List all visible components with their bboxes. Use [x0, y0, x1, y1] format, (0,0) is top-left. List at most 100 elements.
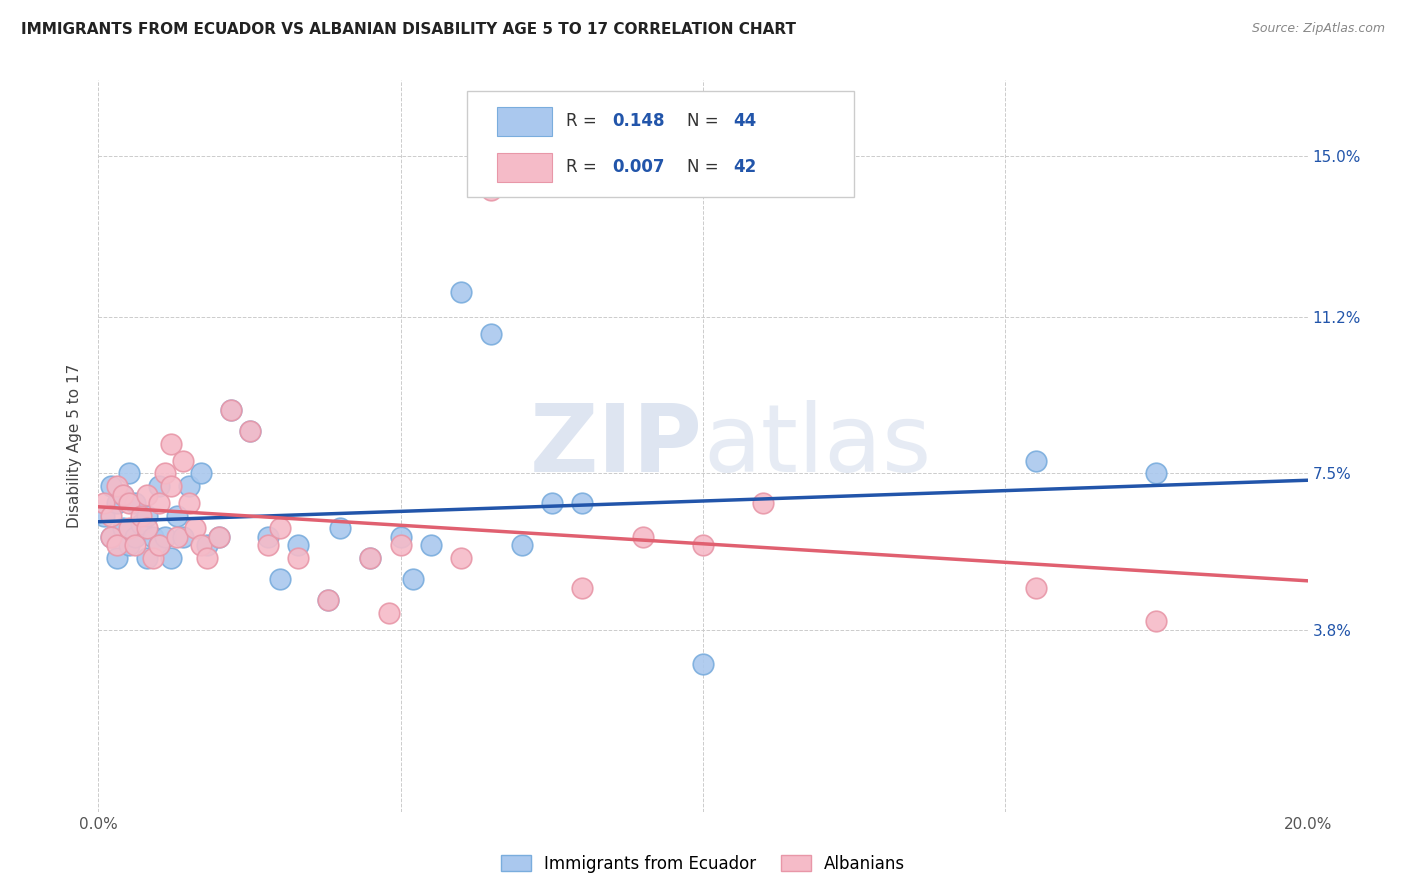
Point — [105, 551, 128, 566]
Point — [184, 521, 207, 535]
Point — [316, 593, 339, 607]
Point — [1024, 581, 1046, 595]
Text: ZIP: ZIP — [530, 400, 703, 492]
Point — [269, 572, 291, 586]
Point — [329, 521, 352, 535]
Point — [1024, 454, 1046, 468]
Point — [111, 488, 134, 502]
Point — [195, 551, 218, 566]
Point — [135, 551, 157, 566]
Point — [316, 593, 339, 607]
Point — [239, 424, 262, 438]
Point — [135, 488, 157, 502]
Point — [153, 530, 176, 544]
Point — [540, 496, 562, 510]
Point — [100, 479, 122, 493]
Point — [160, 479, 183, 493]
Point — [571, 496, 593, 510]
FancyBboxPatch shape — [467, 91, 855, 197]
Text: R =: R = — [567, 158, 602, 176]
Point — [752, 496, 775, 510]
Point — [111, 488, 134, 502]
Point — [148, 479, 170, 493]
Point — [160, 551, 183, 566]
Point — [450, 551, 472, 566]
Point — [124, 538, 146, 552]
Point — [1144, 615, 1167, 629]
Point — [389, 530, 412, 544]
Point — [450, 285, 472, 299]
Point — [118, 538, 141, 552]
Point — [148, 538, 170, 552]
Text: 44: 44 — [734, 112, 756, 130]
Text: N =: N = — [688, 112, 724, 130]
Text: 0.148: 0.148 — [613, 112, 665, 130]
Point — [129, 517, 152, 532]
Point — [221, 403, 243, 417]
Text: N =: N = — [688, 158, 724, 176]
Point — [179, 479, 201, 493]
Point — [692, 538, 714, 552]
Point — [100, 530, 122, 544]
Point — [360, 551, 382, 566]
Point — [631, 530, 654, 544]
Text: IMMIGRANTS FROM ECUADOR VS ALBANIAN DISABILITY AGE 5 TO 17 CORRELATION CHART: IMMIGRANTS FROM ECUADOR VS ALBANIAN DISA… — [21, 22, 796, 37]
Point — [105, 479, 128, 493]
Y-axis label: Disability Age 5 to 17: Disability Age 5 to 17 — [67, 364, 83, 528]
Point — [160, 437, 183, 451]
Point — [142, 530, 165, 544]
Point — [153, 467, 176, 481]
Point — [195, 538, 218, 552]
Point — [1144, 467, 1167, 481]
Point — [100, 508, 122, 523]
Point — [135, 521, 157, 535]
Text: 42: 42 — [734, 158, 756, 176]
Point — [256, 538, 278, 552]
Point — [269, 521, 291, 535]
Point — [287, 538, 309, 552]
Point — [100, 530, 122, 544]
Point — [389, 538, 412, 552]
Point — [481, 183, 503, 197]
Point — [118, 496, 141, 510]
Point — [93, 508, 115, 523]
Point — [111, 521, 134, 535]
Point — [124, 530, 146, 544]
Point — [129, 508, 152, 523]
Point — [481, 326, 503, 341]
Point — [105, 496, 128, 510]
Point — [239, 424, 262, 438]
Point — [287, 551, 309, 566]
Text: Source: ZipAtlas.com: Source: ZipAtlas.com — [1251, 22, 1385, 36]
Point — [148, 538, 170, 552]
Point — [135, 508, 157, 523]
Text: atlas: atlas — [703, 400, 931, 492]
Bar — [498, 153, 551, 182]
Point — [166, 508, 188, 523]
Text: R =: R = — [567, 112, 602, 130]
Point — [256, 530, 278, 544]
Point — [172, 530, 194, 544]
Point — [93, 496, 115, 510]
Point — [377, 606, 399, 620]
Point — [360, 551, 382, 566]
Text: 0.007: 0.007 — [613, 158, 665, 176]
Point — [118, 521, 141, 535]
Point — [510, 538, 533, 552]
Legend: Immigrants from Ecuador, Albanians: Immigrants from Ecuador, Albanians — [494, 848, 912, 880]
Point — [105, 538, 128, 552]
Point — [208, 530, 231, 544]
Point — [124, 496, 146, 510]
Point — [179, 496, 201, 510]
Point — [142, 551, 165, 566]
Point — [190, 467, 212, 481]
Point — [172, 454, 194, 468]
Point — [692, 657, 714, 671]
Point — [221, 403, 243, 417]
Point — [190, 538, 212, 552]
Point — [420, 538, 443, 552]
Point — [118, 467, 141, 481]
Point — [148, 496, 170, 510]
Point — [208, 530, 231, 544]
Point — [571, 581, 593, 595]
